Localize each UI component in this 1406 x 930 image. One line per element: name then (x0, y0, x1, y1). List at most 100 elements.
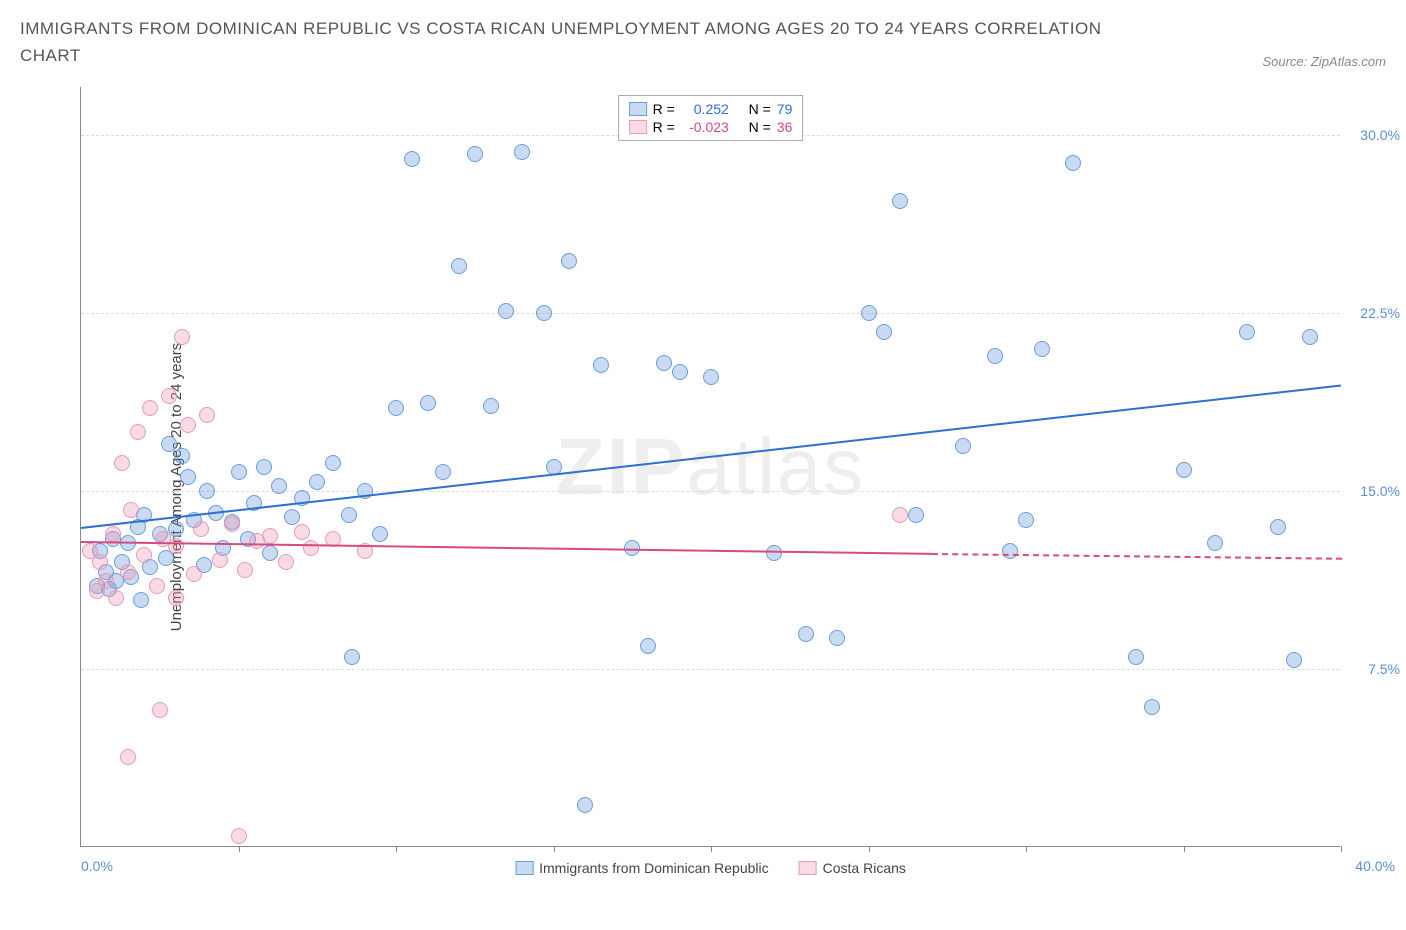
data-point-cr (142, 400, 158, 416)
data-point-cr (168, 590, 184, 606)
plot-area: ZIPatlas R = 0.252 N = 79 R = -0.023 N =… (80, 87, 1340, 847)
x-tick (1184, 846, 1185, 852)
data-point-cr (303, 540, 319, 556)
data-point-cr (199, 407, 215, 423)
data-point-cr (120, 749, 136, 765)
gridline (81, 313, 1340, 314)
data-point-dr (561, 253, 577, 269)
data-point-cr (92, 554, 108, 570)
data-point-cr (136, 547, 152, 563)
data-point-dr (876, 324, 892, 340)
data-point-dr (908, 507, 924, 523)
data-point-dr (133, 592, 149, 608)
data-point-cr (105, 526, 121, 542)
data-point-cr (174, 329, 190, 345)
data-point-dr (231, 464, 247, 480)
data-point-cr (168, 538, 184, 554)
data-point-cr (262, 528, 278, 544)
data-point-dr (341, 507, 357, 523)
data-point-dr (1207, 535, 1223, 551)
data-point-dr (372, 526, 388, 542)
data-point-dr (892, 193, 908, 209)
x-tick (396, 846, 397, 852)
y-tick-label: 7.5% (1345, 661, 1400, 677)
regression-line-cr (81, 541, 932, 554)
data-point-dr (1128, 649, 1144, 665)
chart-header: IMMIGRANTS FROM DOMINICAN REPUBLIC VS CO… (20, 15, 1386, 69)
data-point-cr (231, 828, 247, 844)
data-point-dr (451, 258, 467, 274)
data-point-cr (161, 388, 177, 404)
data-point-cr (180, 417, 196, 433)
data-point-dr (1002, 543, 1018, 559)
data-point-dr (1302, 329, 1318, 345)
gridline (81, 669, 1340, 670)
data-point-cr (120, 564, 136, 580)
data-point-dr (640, 638, 656, 654)
regression-line-cr-dash (931, 553, 1341, 560)
data-point-cr (224, 516, 240, 532)
data-point-dr (1018, 512, 1034, 528)
legend-item-dr: Immigrants from Dominican Republic (515, 860, 769, 876)
data-point-dr (404, 151, 420, 167)
data-point-cr (108, 590, 124, 606)
swatch-cr (629, 120, 647, 134)
data-point-dr (1034, 341, 1050, 357)
data-point-cr (123, 502, 139, 518)
data-point-dr (120, 535, 136, 551)
data-point-cr (278, 554, 294, 570)
data-point-dr (420, 395, 436, 411)
data-point-cr (212, 552, 228, 568)
data-point-dr (1239, 324, 1255, 340)
legend-row-cr: R = -0.023 N = 36 (629, 118, 793, 136)
legend-correlation: R = 0.252 N = 79 R = -0.023 N = 36 (618, 95, 804, 141)
data-point-dr (1286, 652, 1302, 668)
chart-title: IMMIGRANTS FROM DOMINICAN REPUBLIC VS CO… (20, 15, 1120, 69)
data-point-cr (193, 521, 209, 537)
x-tick (1026, 846, 1027, 852)
swatch-dr (629, 102, 647, 116)
data-point-dr (861, 305, 877, 321)
data-point-dr (498, 303, 514, 319)
data-point-dr (161, 436, 177, 452)
data-point-dr (1065, 155, 1081, 171)
data-point-dr (1176, 462, 1192, 478)
data-point-cr (98, 573, 114, 589)
legend-item-cr: Costa Ricans (799, 860, 906, 876)
swatch-cr-icon (799, 861, 817, 875)
data-point-dr (344, 649, 360, 665)
data-point-dr (467, 146, 483, 162)
data-point-dr (577, 797, 593, 813)
data-point-dr (766, 545, 782, 561)
x-axis-min-label: 0.0% (81, 858, 113, 874)
data-point-dr (656, 355, 672, 371)
data-point-dr (435, 464, 451, 480)
gridline (81, 491, 1340, 492)
y-tick-label: 22.5% (1345, 305, 1400, 321)
data-point-dr (672, 364, 688, 380)
data-point-cr (114, 455, 130, 471)
data-point-cr (130, 424, 146, 440)
data-point-cr (892, 507, 908, 523)
regression-line-dr (81, 384, 1341, 528)
r-value-dr: 0.252 (681, 101, 729, 117)
x-axis-max-label: 40.0% (1355, 858, 1395, 874)
n-value-cr: 36 (777, 119, 793, 135)
data-point-dr (536, 305, 552, 321)
data-point-dr (798, 626, 814, 642)
x-tick (869, 846, 870, 852)
r-value-cr: -0.023 (681, 119, 729, 135)
data-point-dr (1270, 519, 1286, 535)
data-point-dr (593, 357, 609, 373)
data-point-dr (987, 348, 1003, 364)
data-point-dr (180, 469, 196, 485)
data-point-dr (829, 630, 845, 646)
legend-label-cr: Costa Ricans (823, 860, 906, 876)
chart-container: Unemployment Among Ages 20 to 24 years Z… (20, 77, 1386, 897)
data-point-dr (309, 474, 325, 490)
data-point-dr (199, 483, 215, 499)
x-tick (1341, 846, 1342, 852)
x-tick (554, 846, 555, 852)
data-point-dr (284, 509, 300, 525)
data-point-cr (294, 524, 310, 540)
